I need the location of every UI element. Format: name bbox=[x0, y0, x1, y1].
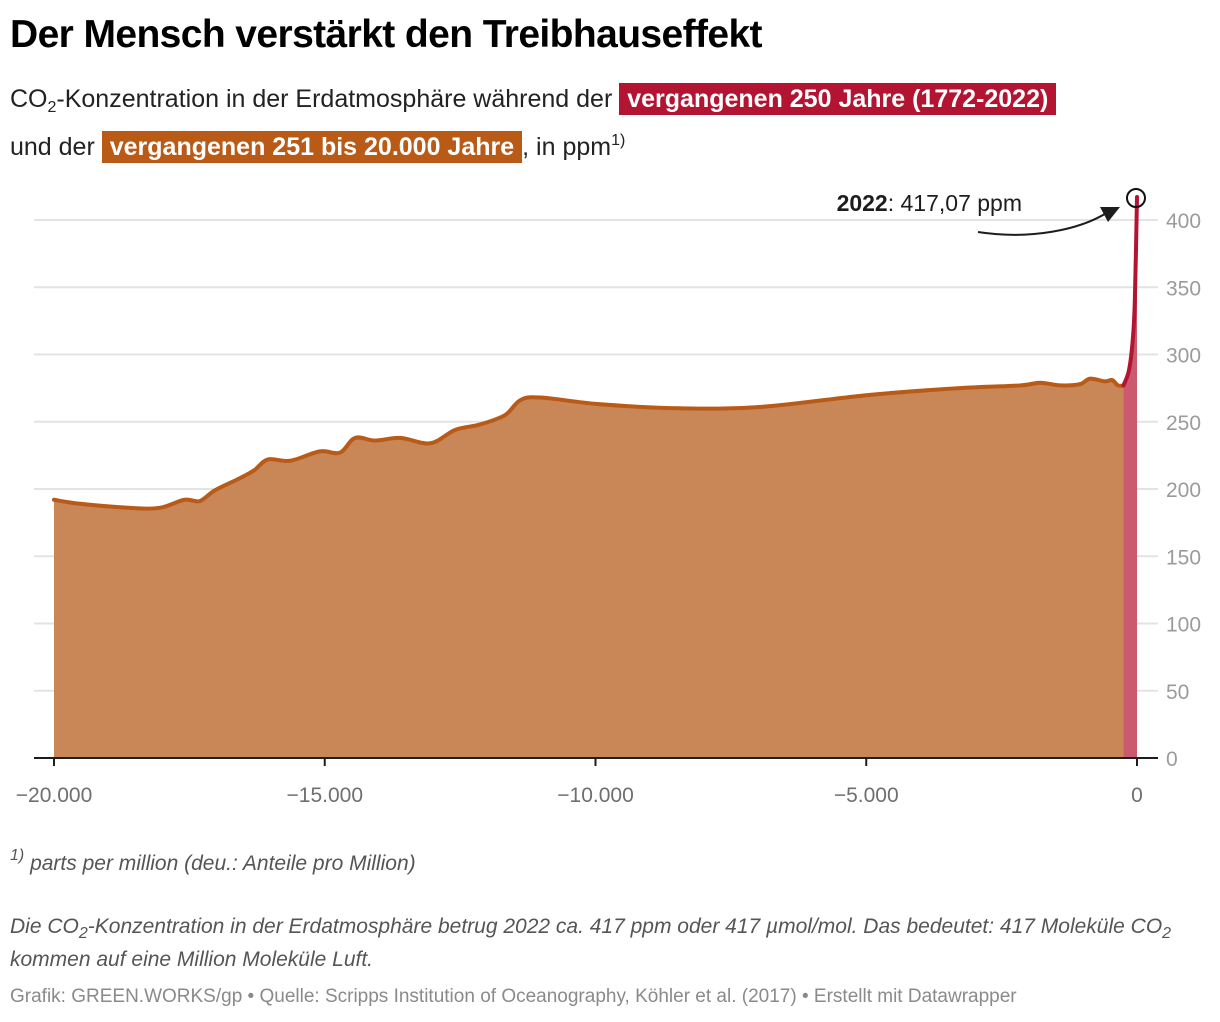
source-credits: Grafik: GREEN.WORKS/gp • Quelle: Scripps… bbox=[10, 986, 1017, 1007]
arrow-head-icon bbox=[1100, 207, 1120, 222]
x-axis: −20.000 −15.000 −10.000 −5.000 0 bbox=[16, 757, 1158, 807]
y-tick-label: 100 bbox=[1166, 614, 1201, 637]
note-text-2: -Konzentration in der Erdatmosphäre betr… bbox=[87, 915, 1163, 938]
y-tick-label: 50 bbox=[1166, 681, 1189, 704]
subtitle-text: -Konzentration in der Erdatmosphäre währ… bbox=[56, 85, 620, 113]
y-tick-label: 350 bbox=[1166, 277, 1201, 300]
y-tick-label: 150 bbox=[1166, 546, 1201, 569]
footnote-text: parts per million (deu.: Anteile pro Mil… bbox=[24, 852, 416, 875]
footnote: 1) parts per million (deu.: Anteile pro … bbox=[10, 848, 416, 876]
y-axis-ticks: 0 50 100 150 200 250 300 350 400 bbox=[1166, 210, 1201, 771]
subtitle-co2: CO bbox=[10, 85, 48, 113]
legend-historic-highlight: vergangenen 251 bis 20.000 Jahre bbox=[101, 131, 523, 163]
subtitle-text-2: und der bbox=[10, 133, 102, 161]
x-tick-label: −15.000 bbox=[287, 784, 364, 807]
note-text-1: Die CO bbox=[10, 915, 79, 938]
footnote-sup: 1) bbox=[10, 847, 25, 864]
x-tick-label: −20.000 bbox=[16, 784, 93, 807]
y-tick-label: 250 bbox=[1166, 412, 1201, 435]
chart-areas bbox=[52, 195, 1139, 759]
annotation-arrow bbox=[977, 211, 1109, 236]
note-sub-2: 2 bbox=[1162, 925, 1172, 942]
y-tick-label: 0 bbox=[1166, 748, 1178, 771]
footnote-marker: 1) bbox=[611, 132, 626, 149]
x-tick-label: −5.000 bbox=[834, 784, 899, 807]
y-tick-label: 400 bbox=[1166, 210, 1201, 233]
area-fill-0 bbox=[54, 378, 1124, 758]
subtitle-line-1: CO2-Konzentration in der Erdatmosphäre w… bbox=[10, 82, 1057, 116]
x-tick-label: 0 bbox=[1131, 784, 1143, 807]
annotation-label: 2022: 417,07 ppm bbox=[837, 190, 1022, 216]
annotation-2022: 2022: 417,07 ppm bbox=[837, 188, 1146, 236]
subtitle-co2-sub: 2 bbox=[47, 99, 57, 116]
series-line-1 bbox=[1121, 195, 1139, 388]
highlight-circle-icon bbox=[1126, 188, 1146, 208]
note-sub-1: 2 bbox=[78, 925, 88, 942]
y-tick-label: 300 bbox=[1166, 345, 1201, 368]
y-tick-label: 200 bbox=[1166, 479, 1201, 502]
subtitle-line-2: und der vergangenen 251 bis 20.000 Jahre… bbox=[10, 130, 625, 164]
legend-recent-highlight: vergangenen 250 Jahre (1772-2022) bbox=[619, 83, 1057, 115]
x-tick-label: −10.000 bbox=[557, 784, 634, 807]
series-line-0 bbox=[52, 376, 1126, 511]
note-text-3: kommen auf eine Million Moleküle Luft. bbox=[10, 948, 374, 971]
chart-title: Der Mensch verstärkt den Treibhauseffekt bbox=[10, 13, 763, 56]
subtitle-unit: , in ppm bbox=[522, 133, 612, 161]
explanatory-note: Die CO2-Konzentration in der Erdatmosphä… bbox=[10, 910, 1190, 976]
